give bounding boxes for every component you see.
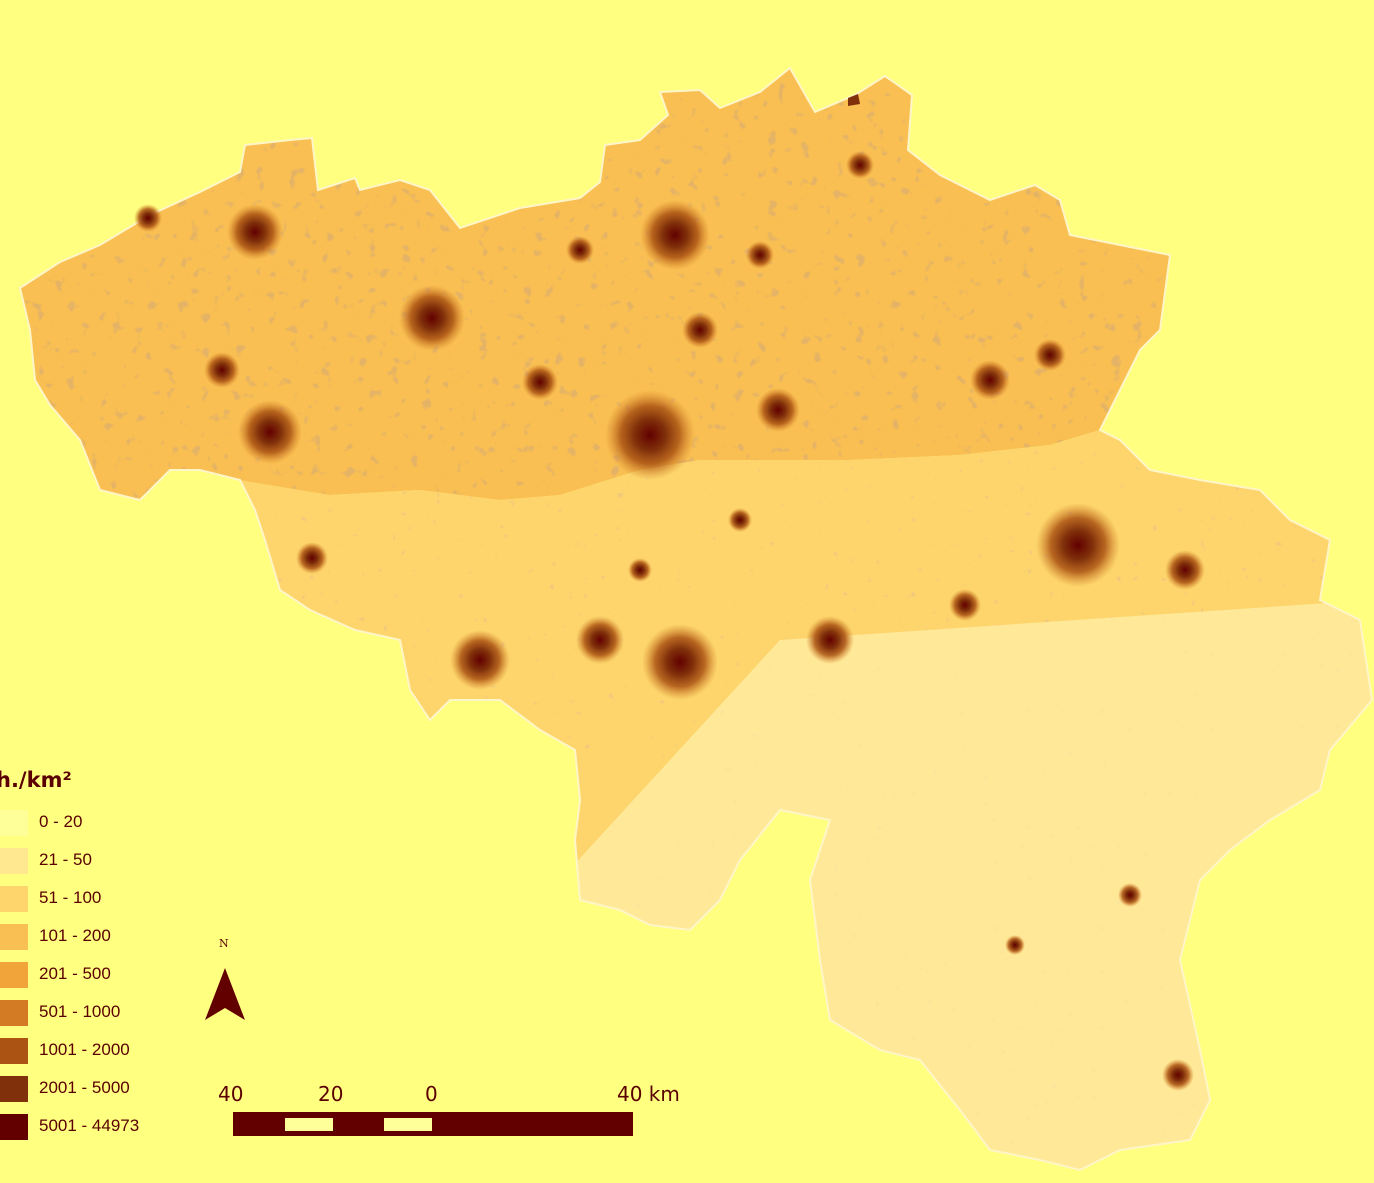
north-arrow-label: N <box>219 937 229 950</box>
city-wavre <box>728 508 752 532</box>
city-lier <box>746 241 774 269</box>
city-tournai <box>296 542 328 574</box>
country-outline <box>18 66 1374 1172</box>
city-kortrijk <box>238 400 302 464</box>
legend-label: 51 - 100 <box>39 888 102 907</box>
city-bruxelles <box>605 390 695 480</box>
city-arlon <box>1162 1059 1194 1091</box>
legend-swatch <box>0 886 28 912</box>
city-huy <box>949 589 981 621</box>
city-aalst <box>522 364 558 400</box>
city-namur <box>806 616 854 664</box>
city-mechelen <box>682 312 718 348</box>
legend-swatch <box>0 1000 28 1026</box>
city-turnhout <box>846 151 874 179</box>
legend-swatch <box>0 924 28 950</box>
city-nivelles <box>628 558 652 582</box>
city-gent <box>399 285 465 351</box>
scale-label-20: 20 <box>318 1082 344 1106</box>
legend-label: 1001 - 2000 <box>39 1040 130 1059</box>
legend-label: 101 - 200 <box>39 926 111 945</box>
scale-label-0: 0 <box>425 1082 438 1106</box>
legend-label: 501 - 1000 <box>39 1002 121 1021</box>
legend-label: 2001 - 5000 <box>39 1078 130 1097</box>
north-arrow <box>205 968 245 1020</box>
city-antwerpen <box>640 200 710 270</box>
city-charleroi-west <box>576 616 624 664</box>
city-oostende <box>134 204 162 232</box>
city-charleroi <box>642 624 718 700</box>
legend-swatch <box>0 1076 28 1102</box>
city-brugge <box>227 204 283 260</box>
city-bastogne <box>1118 883 1142 907</box>
legend-swatch <box>0 848 28 874</box>
city-marche <box>1005 935 1025 955</box>
legend-swatch <box>0 810 28 836</box>
city-mons <box>450 630 510 690</box>
legend-swatch <box>0 1114 28 1140</box>
city-roeselare <box>204 352 240 388</box>
legend-swatch <box>0 962 28 988</box>
scale-label-40: 40 <box>218 1082 244 1106</box>
legend-swatch <box>0 1038 28 1064</box>
city-liege <box>1036 503 1120 587</box>
city-hotspots <box>134 151 1205 1091</box>
city-leuven <box>756 388 800 432</box>
city-verviers <box>1165 550 1205 590</box>
city-genk <box>1034 339 1066 371</box>
city-hasselt <box>970 360 1010 400</box>
legend-label: 5001 - 44973 <box>39 1116 140 1135</box>
scale-label-40-km: 40 km <box>617 1082 680 1106</box>
city-sint-niklaas <box>566 236 594 264</box>
scale-bar <box>233 1112 633 1136</box>
legend-label: 201 - 500 <box>39 964 111 983</box>
legend-title: h./km² <box>0 768 72 792</box>
legend-label: 21 - 50 <box>39 850 92 869</box>
legend-label: 0 - 20 <box>39 812 83 831</box>
